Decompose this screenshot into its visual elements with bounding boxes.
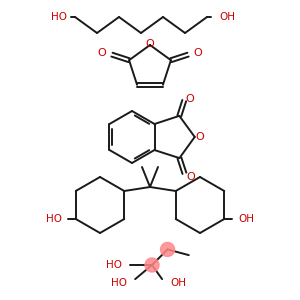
Text: HO: HO <box>46 214 62 224</box>
Text: O: O <box>186 94 195 103</box>
Text: HO: HO <box>51 12 67 22</box>
Text: O: O <box>146 39 154 49</box>
Text: HO: HO <box>111 278 127 288</box>
Text: O: O <box>194 48 203 58</box>
Text: OH: OH <box>219 12 235 22</box>
Circle shape <box>145 258 159 272</box>
Circle shape <box>160 242 175 256</box>
Text: OH: OH <box>170 278 186 288</box>
Text: O: O <box>98 48 106 58</box>
Text: O: O <box>195 132 204 142</box>
Text: O: O <box>186 172 195 182</box>
Text: HO: HO <box>106 260 122 270</box>
Text: OH: OH <box>238 214 254 224</box>
